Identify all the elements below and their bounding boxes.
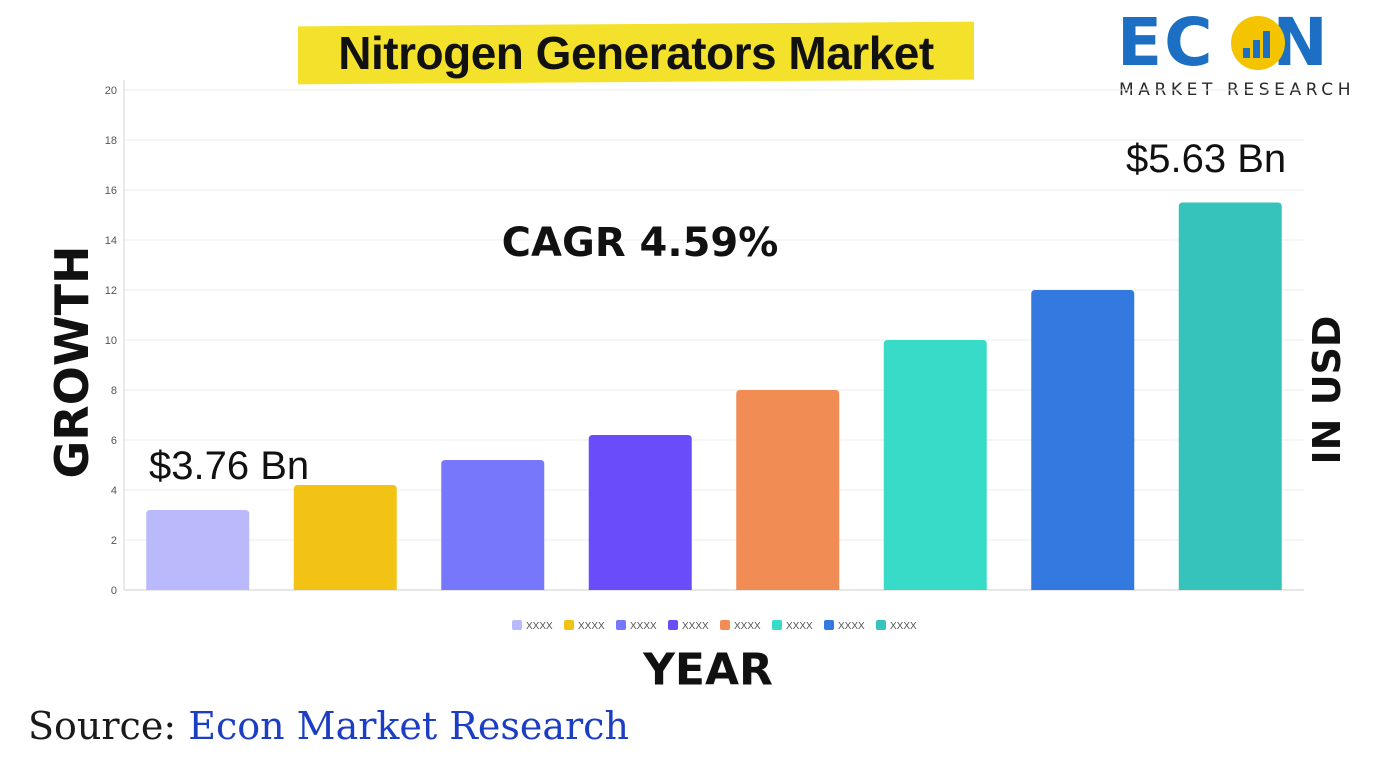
- start-value-annotation: $3.76 Bn: [149, 444, 310, 488]
- source-line: Source: Econ Market Research: [28, 704, 629, 748]
- source-prefix: Source:: [28, 704, 177, 748]
- legend-swatch: [720, 620, 730, 630]
- y-axis-secondary-label: IN USD: [1305, 315, 1349, 465]
- y-tick-label: 16: [105, 185, 117, 197]
- bar: [1031, 290, 1135, 590]
- legend-label: XXXX: [630, 621, 657, 632]
- y-tick-label: 6: [111, 435, 117, 447]
- bar: [293, 485, 397, 590]
- y-axis-label: GROWTH: [45, 245, 99, 479]
- legend-label: XXXX: [890, 621, 917, 632]
- legend-swatch: [824, 620, 834, 630]
- y-tick-label: 8: [111, 385, 117, 397]
- legend-label: XXXX: [786, 621, 813, 632]
- y-tick-label: 20: [105, 85, 117, 97]
- legend-label: XXXX: [682, 621, 709, 632]
- y-tick-label: 4: [111, 485, 117, 497]
- bar: [588, 435, 692, 590]
- y-tick-label: 14: [105, 235, 117, 247]
- legend-swatch: [564, 620, 574, 630]
- legend-swatch: [616, 620, 626, 630]
- legend-label: XXXX: [526, 621, 553, 632]
- bar: [146, 510, 250, 590]
- bar: [736, 390, 840, 590]
- legend-swatch: [668, 620, 678, 630]
- y-tick-label: 12: [105, 285, 117, 297]
- legend-label: XXXX: [838, 621, 865, 632]
- bar: [883, 340, 987, 590]
- y-tick-label: 10: [105, 335, 117, 347]
- y-tick-label: 18: [105, 135, 117, 147]
- chart-title: Nitrogen Generators Market: [338, 27, 934, 79]
- bar: [1178, 202, 1282, 590]
- bar: [441, 460, 545, 590]
- legend-swatch: [512, 620, 522, 630]
- end-value-annotation: $5.63 Bn: [1126, 137, 1287, 181]
- legend-swatch: [772, 620, 782, 630]
- logo-wordmark: EC N: [1117, 4, 1330, 81]
- legend-label: XXXX: [734, 621, 761, 632]
- x-axis-label: YEAR: [643, 644, 773, 696]
- logo-growth-icon: [1231, 16, 1285, 70]
- y-tick-label: 2: [111, 535, 117, 547]
- cagr-label: CAGR 4.59%: [501, 220, 779, 266]
- source-name: Econ Market Research: [188, 704, 629, 748]
- legend-swatch: [876, 620, 886, 630]
- legend-label: XXXX: [578, 621, 605, 632]
- y-tick-label: 0: [111, 585, 117, 597]
